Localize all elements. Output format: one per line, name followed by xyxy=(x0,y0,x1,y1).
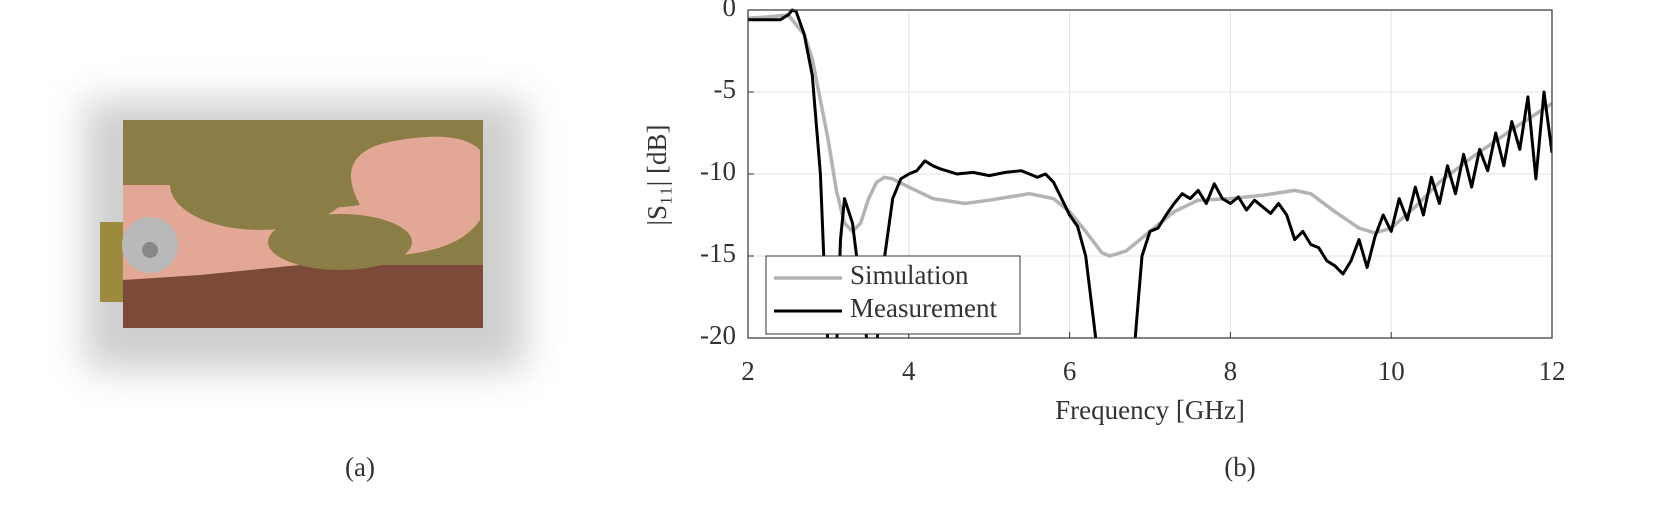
y-tick-label: 0 xyxy=(723,0,737,22)
caption: (a) xyxy=(345,452,375,482)
x-tick-label: 6 xyxy=(1063,356,1077,386)
series-line xyxy=(748,13,1552,258)
y-tick-label: -10 xyxy=(700,156,736,186)
x-tick-label: 8 xyxy=(1224,356,1238,386)
legend-label: Measurement xyxy=(850,293,997,323)
axes-box xyxy=(747,9,1553,339)
x-tick-label: 10 xyxy=(1378,356,1405,386)
x-axis-label: Frequency [GHz] xyxy=(1055,395,1245,425)
legend-label: Simulation xyxy=(850,260,969,290)
y-axis-label: |S₁₁| [dB] xyxy=(642,125,672,226)
y-tick-label: -20 xyxy=(700,320,736,350)
y-tick-label: -15 xyxy=(700,238,736,268)
antenna-photo xyxy=(85,100,525,370)
y-tick-label: -5 xyxy=(714,74,737,104)
x-tick-label: 2 xyxy=(741,356,755,386)
x-tick-label: 4 xyxy=(902,356,916,386)
x-tick-label: 12 xyxy=(1539,356,1566,386)
caption: (b) xyxy=(1224,452,1255,482)
legend-box xyxy=(765,255,1021,335)
